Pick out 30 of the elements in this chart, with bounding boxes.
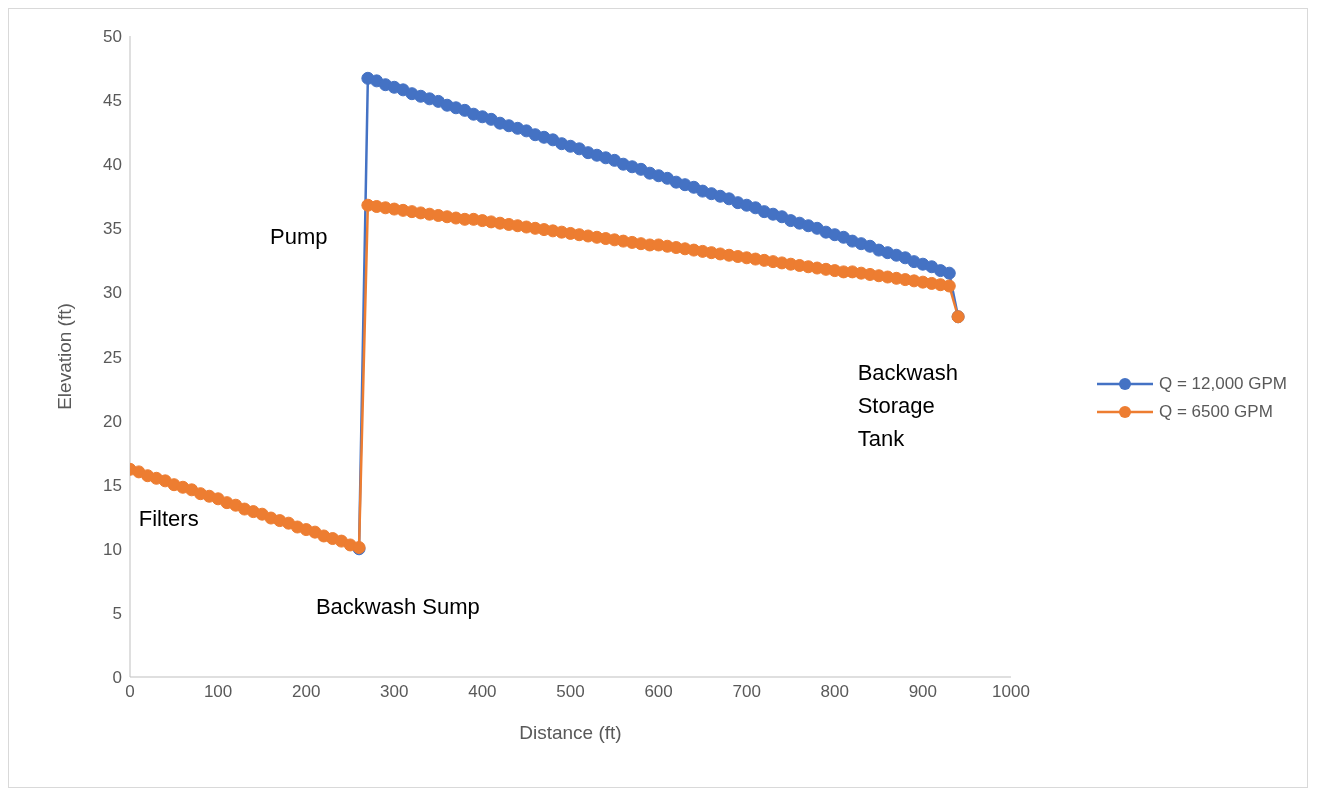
- y-tick-label: 50: [103, 27, 122, 47]
- x-tick-label: 700: [732, 682, 761, 702]
- x-axis-title: Distance (ft): [519, 722, 622, 743]
- x-tick-label: 1000: [992, 682, 1030, 702]
- x-tick-label: 400: [468, 682, 497, 702]
- y-tick-label: 15: [103, 475, 122, 495]
- legend-label: Q = 6500 GPM: [1158, 402, 1273, 422]
- y-tick-label: 5: [112, 603, 122, 623]
- y-tick-label: 20: [103, 411, 122, 431]
- x-tick-label: 100: [203, 682, 233, 702]
- annotation: Filters: [138, 505, 199, 531]
- y-tick-label: 25: [103, 347, 122, 367]
- x-tick-label: 300: [380, 682, 409, 702]
- annotation: Backwash Sump: [315, 594, 480, 620]
- x-tick-label: 200: [292, 682, 321, 702]
- y-tick-label: 35: [103, 219, 122, 239]
- y-tick-label: 30: [103, 283, 122, 303]
- x-tick-label: 600: [644, 682, 673, 702]
- y-axis-title: Elevation (ft): [53, 303, 75, 410]
- annotation: Pump: [270, 223, 328, 249]
- legend-label: Q = 12,000 GPM: [1158, 374, 1287, 394]
- annotation: Backwash Storage Tank: [857, 359, 958, 451]
- x-tick-label: 900: [908, 682, 938, 702]
- x-tick-label: 800: [820, 682, 849, 702]
- y-tick-label: 45: [103, 91, 122, 111]
- y-tick-label: 40: [103, 155, 122, 175]
- x-tick-label: 0: [125, 682, 135, 702]
- y-tick-label: 0: [112, 668, 122, 688]
- x-tick-label: 500: [556, 682, 585, 702]
- y-tick-label: 10: [103, 539, 122, 559]
